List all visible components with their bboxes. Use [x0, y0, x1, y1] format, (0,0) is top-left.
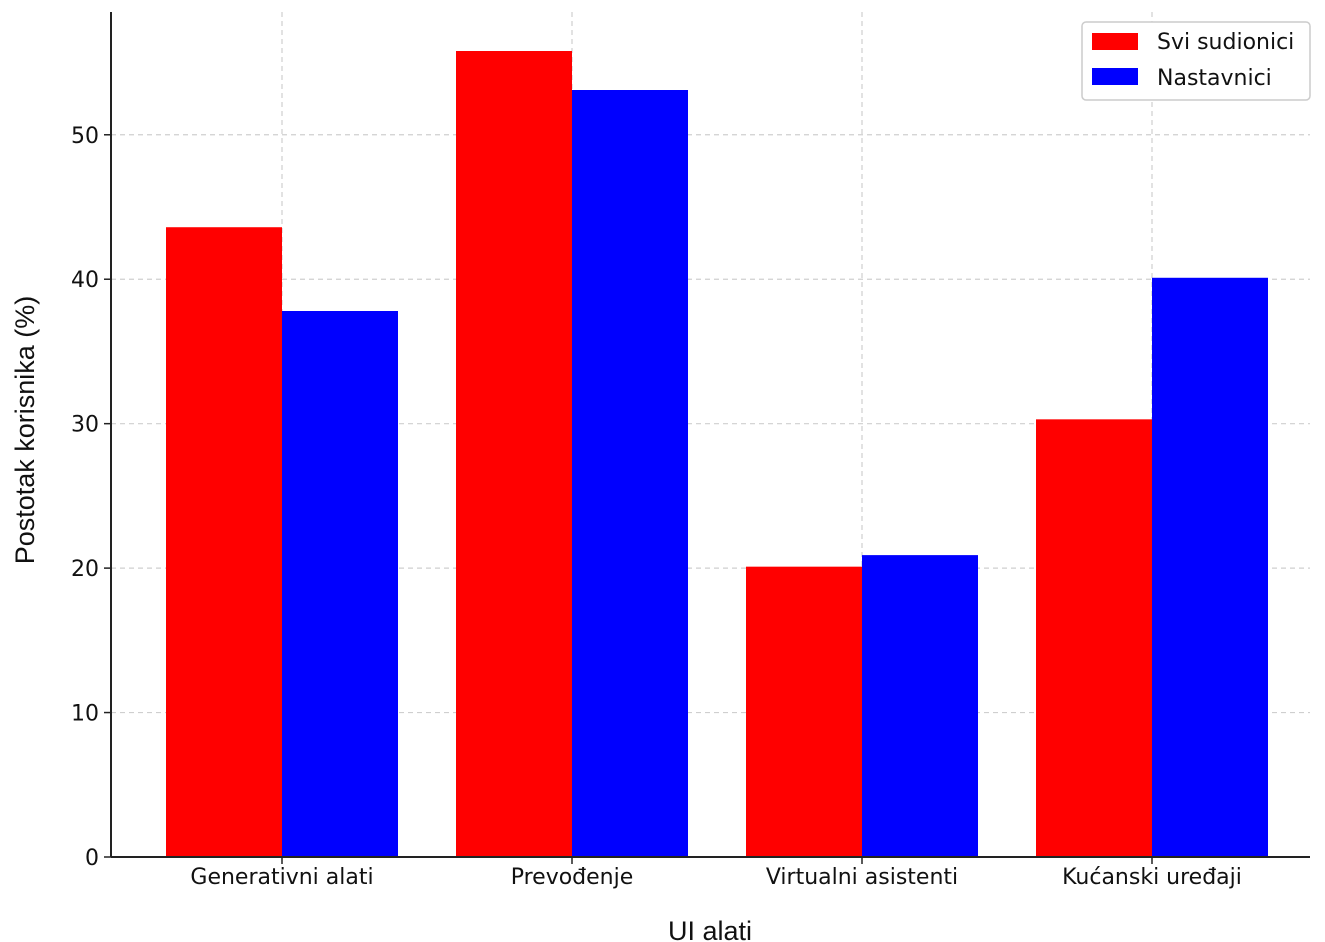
bar-svi-sudionici-1 [456, 51, 572, 857]
x-ticks: Generativni alati Prevođenje Virtualni asi… [190, 857, 1242, 890]
legend-frame [1081, 21, 1311, 101]
x-tick-label-2: Virtualni asistenti [766, 865, 958, 890]
y-tick-label-50: 50 [71, 124, 99, 149]
bar-svi-sudionici-0 [166, 227, 282, 857]
legend-label-svi-sudionici: Svi sudionici [1157, 30, 1294, 55]
y-axis-title: Postotak korisnika (%) [10, 296, 40, 565]
y-tick-label-30: 30 [71, 413, 99, 438]
x-axis-title: UI alati [668, 916, 752, 942]
x-tick-label-0: Generativni alati [190, 865, 373, 890]
axes [110, 12, 1310, 858]
legend-label-nastavnici: Nastavnici [1157, 66, 1272, 91]
y-ticks: 0 10 20 30 40 50 [71, 124, 111, 871]
y-tick-label-20: 20 [71, 557, 99, 582]
bar-nastavnici-0 [282, 311, 398, 857]
bar-svi-sudionici-3 [1036, 419, 1152, 857]
bar-nastavnici-3 [1152, 277, 1268, 857]
bars [166, 51, 1268, 857]
x-tick-label-3: Kućanski uređaji [1062, 865, 1242, 890]
legend: Svi sudionici Nastavnici [1081, 21, 1311, 101]
y-tick-label-40: 40 [71, 268, 99, 293]
y-tick-label-0: 0 [85, 846, 99, 871]
bar-nastavnici-2 [862, 555, 978, 857]
legend-swatch-nastavnici [1092, 68, 1138, 85]
bar-svi-sudionici-2 [746, 566, 862, 857]
y-tick-label-10: 10 [71, 702, 99, 727]
legend-swatch-svi-sudionici [1092, 33, 1138, 50]
x-tick-label-1: Prevođenje [511, 865, 634, 890]
bar-nastavnici-1 [572, 90, 688, 857]
